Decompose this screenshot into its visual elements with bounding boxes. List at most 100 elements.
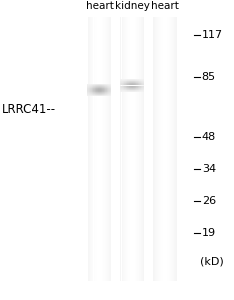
Bar [104, 88, 105, 89]
Bar [91, 94, 92, 95]
Bar [128, 89, 129, 90]
Bar [126, 83, 127, 84]
Bar [128, 84, 129, 85]
Bar [107, 85, 108, 86]
Bar [101, 90, 102, 91]
Bar [99, 89, 100, 90]
Bar [136, 89, 137, 90]
Bar [154, 16, 155, 280]
Bar [134, 79, 135, 80]
Bar [164, 16, 165, 280]
Bar [143, 16, 144, 280]
Bar [135, 89, 136, 90]
Bar [137, 87, 138, 88]
Bar [142, 16, 143, 280]
Bar [131, 81, 132, 82]
Bar [91, 93, 92, 94]
Bar [121, 88, 122, 89]
Bar [136, 84, 137, 85]
Bar [142, 85, 143, 86]
Bar [98, 88, 99, 89]
Bar [122, 88, 123, 89]
Bar [124, 83, 125, 84]
Bar [138, 80, 139, 81]
Bar [134, 88, 135, 89]
Bar [125, 83, 126, 84]
Bar [108, 85, 109, 86]
Bar [138, 81, 139, 82]
Bar [98, 93, 99, 94]
Bar [90, 88, 91, 89]
Text: heart: heart [151, 2, 179, 11]
Bar [108, 95, 109, 96]
Bar [91, 87, 92, 88]
Bar [100, 86, 101, 87]
Bar [137, 81, 138, 82]
Bar [88, 90, 89, 91]
Bar [142, 88, 143, 89]
Bar [100, 89, 101, 90]
Bar [131, 16, 132, 280]
Bar [107, 94, 108, 95]
Bar [95, 95, 96, 96]
Bar [136, 90, 137, 91]
Bar [100, 85, 101, 86]
Bar [105, 87, 106, 88]
Bar [130, 91, 131, 92]
Bar [141, 88, 142, 89]
Bar [96, 91, 97, 92]
Bar [137, 16, 138, 280]
Bar [157, 16, 158, 280]
Bar [98, 84, 99, 85]
Bar [136, 80, 137, 81]
Bar [135, 16, 136, 280]
Bar [96, 84, 97, 85]
Bar [130, 83, 131, 84]
Bar [125, 80, 126, 81]
Bar [89, 88, 90, 89]
Bar [136, 88, 137, 89]
Bar [122, 86, 123, 87]
Bar [102, 95, 103, 96]
Bar [110, 91, 111, 92]
Bar [138, 85, 139, 86]
Bar [106, 87, 107, 88]
Bar [110, 89, 111, 90]
Bar [99, 95, 100, 96]
Bar [92, 88, 93, 89]
Bar [142, 81, 143, 82]
Bar [123, 87, 124, 88]
Bar [102, 87, 103, 88]
Bar [129, 85, 130, 86]
Bar [136, 86, 137, 87]
Bar [96, 85, 97, 86]
Bar [92, 16, 93, 280]
Bar [123, 16, 124, 280]
Bar [102, 86, 103, 87]
Bar [166, 16, 167, 280]
Bar [88, 87, 89, 88]
Bar [139, 80, 140, 81]
Bar [94, 92, 95, 93]
Bar [143, 83, 144, 84]
Bar [97, 91, 98, 92]
Bar [96, 16, 97, 280]
Bar [137, 89, 138, 90]
Bar [126, 86, 127, 87]
Bar [132, 86, 133, 87]
Bar [129, 86, 130, 87]
Bar [123, 88, 124, 89]
Bar [101, 85, 102, 86]
Bar [91, 90, 92, 91]
Bar [95, 16, 96, 280]
Bar [123, 82, 124, 83]
Bar [125, 91, 126, 92]
Bar [97, 85, 98, 86]
Bar [92, 95, 93, 96]
Bar [130, 79, 131, 80]
Bar [139, 88, 140, 89]
Bar [133, 84, 134, 85]
Bar [102, 16, 103, 280]
Bar [108, 91, 109, 92]
Bar [110, 86, 111, 87]
